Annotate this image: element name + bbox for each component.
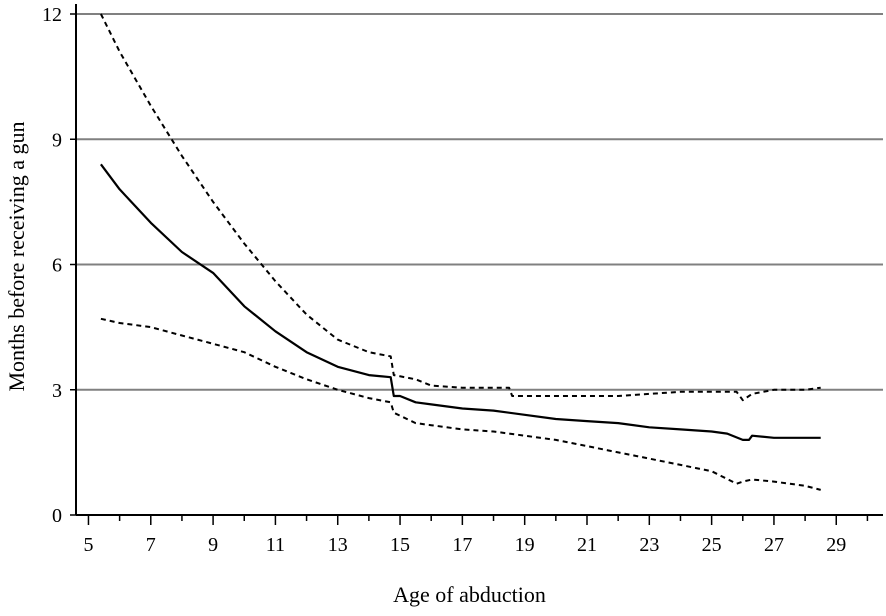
y-tick-label: 12 [42,4,62,26]
x-tick-label: 7 [146,534,156,556]
x-tick-label: 19 [515,534,535,556]
series-line-0-dashed [100,13,821,402]
x-tick-label: 15 [390,534,410,556]
x-tick-label: 13 [328,534,348,556]
x-tick-label: 27 [764,534,784,556]
ticks: 0 3 6 9 12 5 7 9 11 13 15 17 19 21 23 25 27 29 [42,4,869,556]
x-tick-label: 5 [83,534,93,556]
y-tick-label: 9 [52,129,62,151]
y-axis-label: Months before receiving a gun [4,121,29,391]
axes [75,4,883,516]
x-tick-label: 29 [826,534,846,556]
x-tick-label: 23 [639,534,659,556]
y-tick-label: 0 [52,505,62,527]
series-lines [100,13,821,491]
y-tick-label: 6 [52,255,62,277]
x-axis-label: Age of abduction [393,582,546,607]
x-tick-label: 9 [208,534,218,556]
y-tick-label: 3 [52,380,62,402]
series-line-1-solid [100,163,821,441]
x-tick-label: 17 [452,534,472,556]
series-line-2-dashed [100,317,821,491]
x-tick-label: 11 [266,534,285,556]
x-tick-label: 21 [577,534,597,556]
gridlines [76,13,883,391]
x-tick-label: 25 [702,534,722,556]
